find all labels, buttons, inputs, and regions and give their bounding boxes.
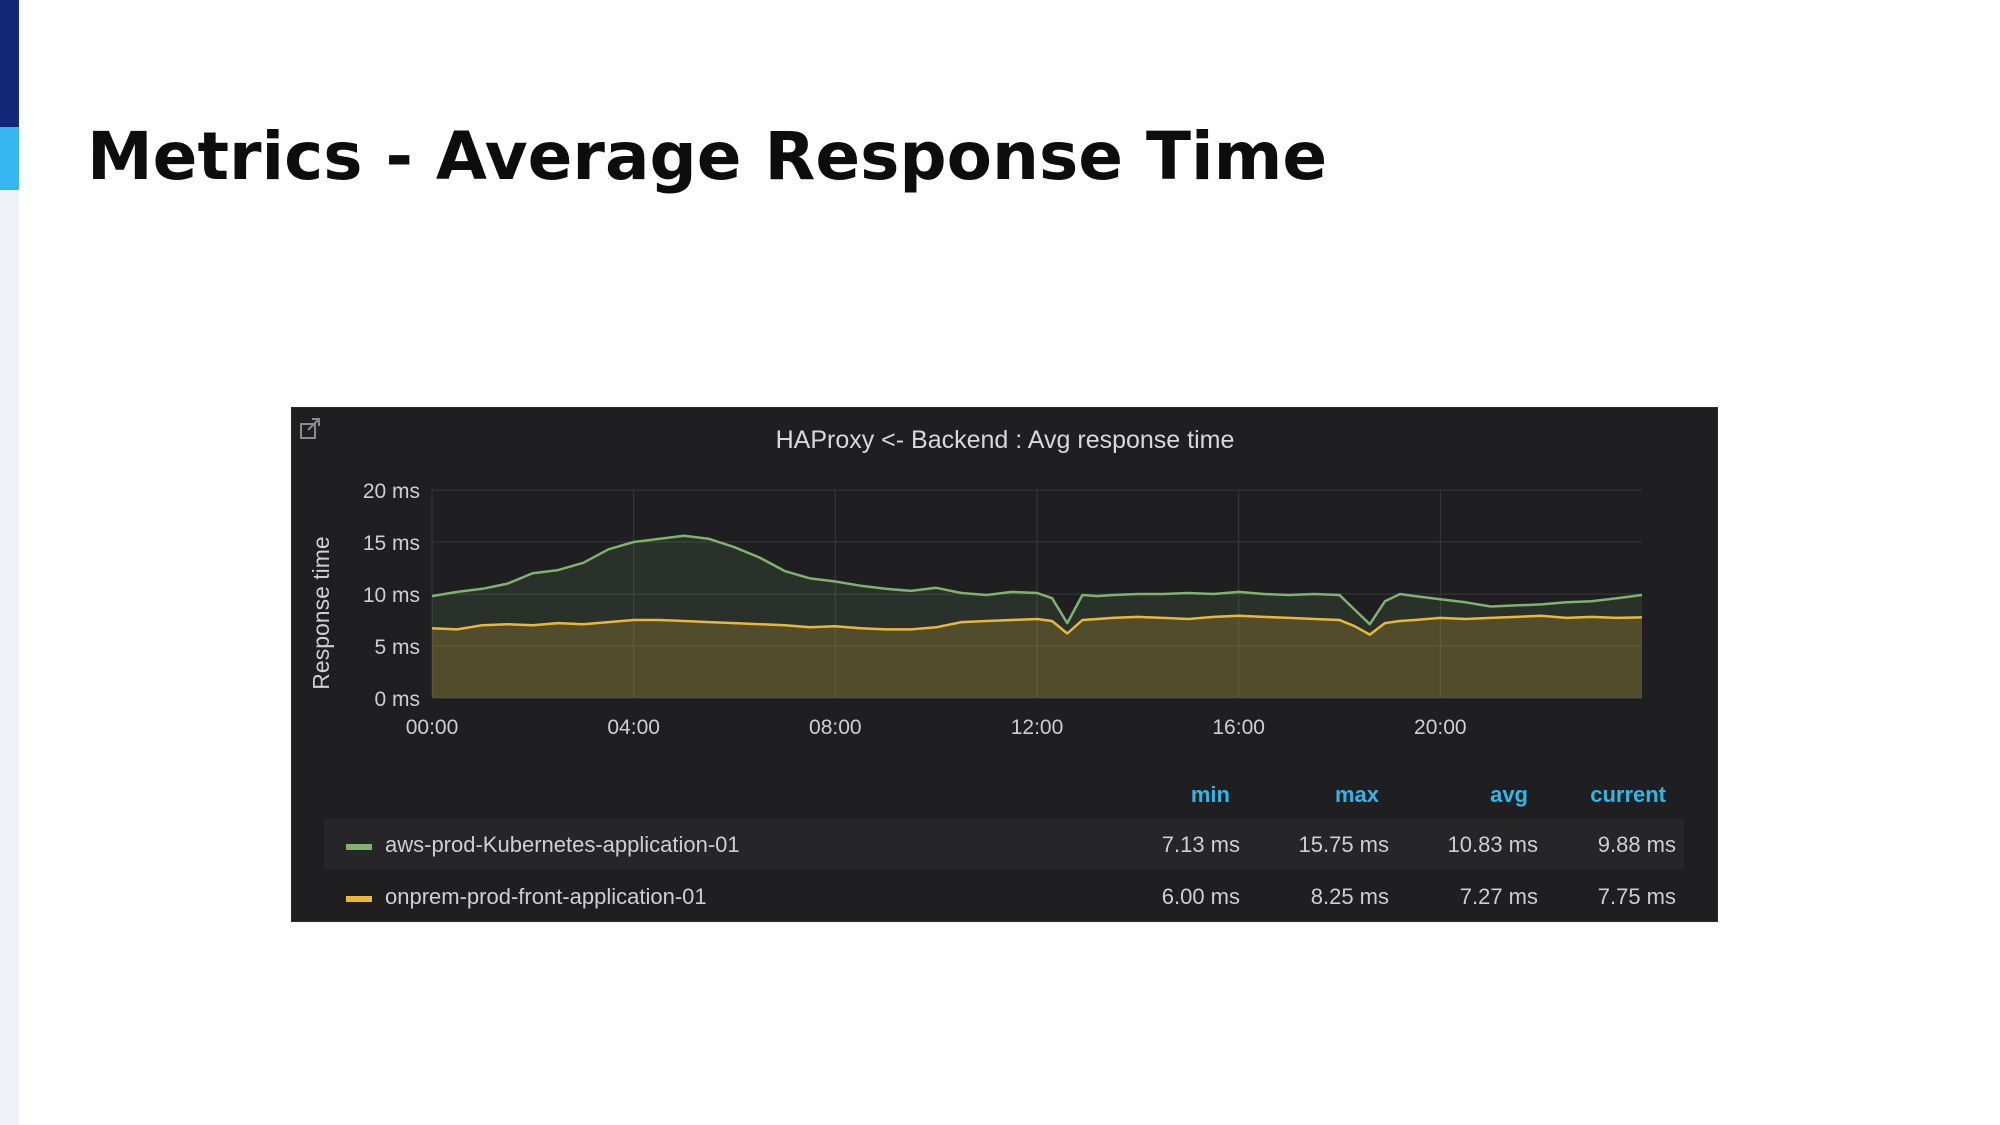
slide-accent-bar (0, 0, 19, 1125)
series-line-aws (431, 534, 1643, 626)
stat-min-onprem: 6.00 ms (1161, 884, 1240, 909)
stat-current-aws: 9.88 ms (1597, 832, 1676, 857)
legend-table: min max avg current aws-prod-Kubernetes-… (324, 774, 1684, 922)
x-tick-label: 16:00 (1212, 716, 1265, 739)
series-area-onprem (432, 615, 1642, 698)
y-axis-label: Response time (308, 536, 334, 689)
x-tick-label: 20:00 (1414, 716, 1467, 739)
stat-current-onprem: 7.75 ms (1597, 884, 1676, 909)
x-tick-label: 04:00 (607, 716, 660, 739)
x-tick-label: 12:00 (1011, 716, 1064, 739)
chart-svg: HAProxy <- Backend : Avg response time R… (300, 418, 1643, 739)
y-tick-label: 15 ms (363, 532, 420, 555)
series-name-aws[interactable]: aws-prod-Kubernetes-application-01 (385, 832, 740, 857)
y-tick-label: 10 ms (363, 584, 420, 607)
stat-avg-aws: 10.83 ms (1447, 832, 1539, 857)
legend-row-aws[interactable]: aws-prod-Kubernetes-application-01 7.13 … (324, 818, 1684, 870)
y-tick-label: 0 ms (374, 688, 420, 711)
legend-col-min[interactable]: min (1190, 782, 1230, 807)
chart-panel: HAProxy <- Backend : Avg response time R… (291, 407, 1718, 922)
series-line-onprem (431, 614, 1643, 636)
accent-light-block (0, 127, 19, 190)
stat-max-aws: 15.75 ms (1298, 832, 1390, 857)
accent-dark-block (0, 0, 19, 127)
series-name-onprem[interactable]: onprem-prod-front-application-01 (385, 884, 707, 909)
legend-col-current[interactable]: current (1590, 782, 1666, 807)
stat-min-aws: 7.13 ms (1161, 832, 1240, 857)
stat-max-onprem: 8.25 ms (1310, 884, 1389, 909)
chart-title: HAProxy <- Backend : Avg response time (776, 426, 1235, 454)
legend-col-avg[interactable]: avg (1490, 782, 1528, 807)
x-tick-label: 00:00 (406, 716, 459, 739)
legend-col-max[interactable]: max (1334, 782, 1379, 807)
series-area-aws (432, 535, 1642, 698)
series-swatch-aws[interactable] (346, 844, 372, 850)
series-swatch-onprem[interactable] (346, 896, 372, 902)
legend-header: min max avg current (324, 774, 1684, 818)
legend-row-onprem[interactable]: onprem-prod-front-application-01 6.00 ms… (324, 870, 1684, 922)
external-link-icon[interactable] (300, 418, 320, 439)
x-tick-label: 08:00 (809, 716, 862, 739)
y-tick-label: 5 ms (374, 636, 420, 659)
stat-avg-onprem: 7.27 ms (1459, 884, 1538, 909)
y-tick-label: 20 ms (363, 480, 420, 503)
slide-title: Metrics - Average Response Time (87, 118, 1328, 195)
